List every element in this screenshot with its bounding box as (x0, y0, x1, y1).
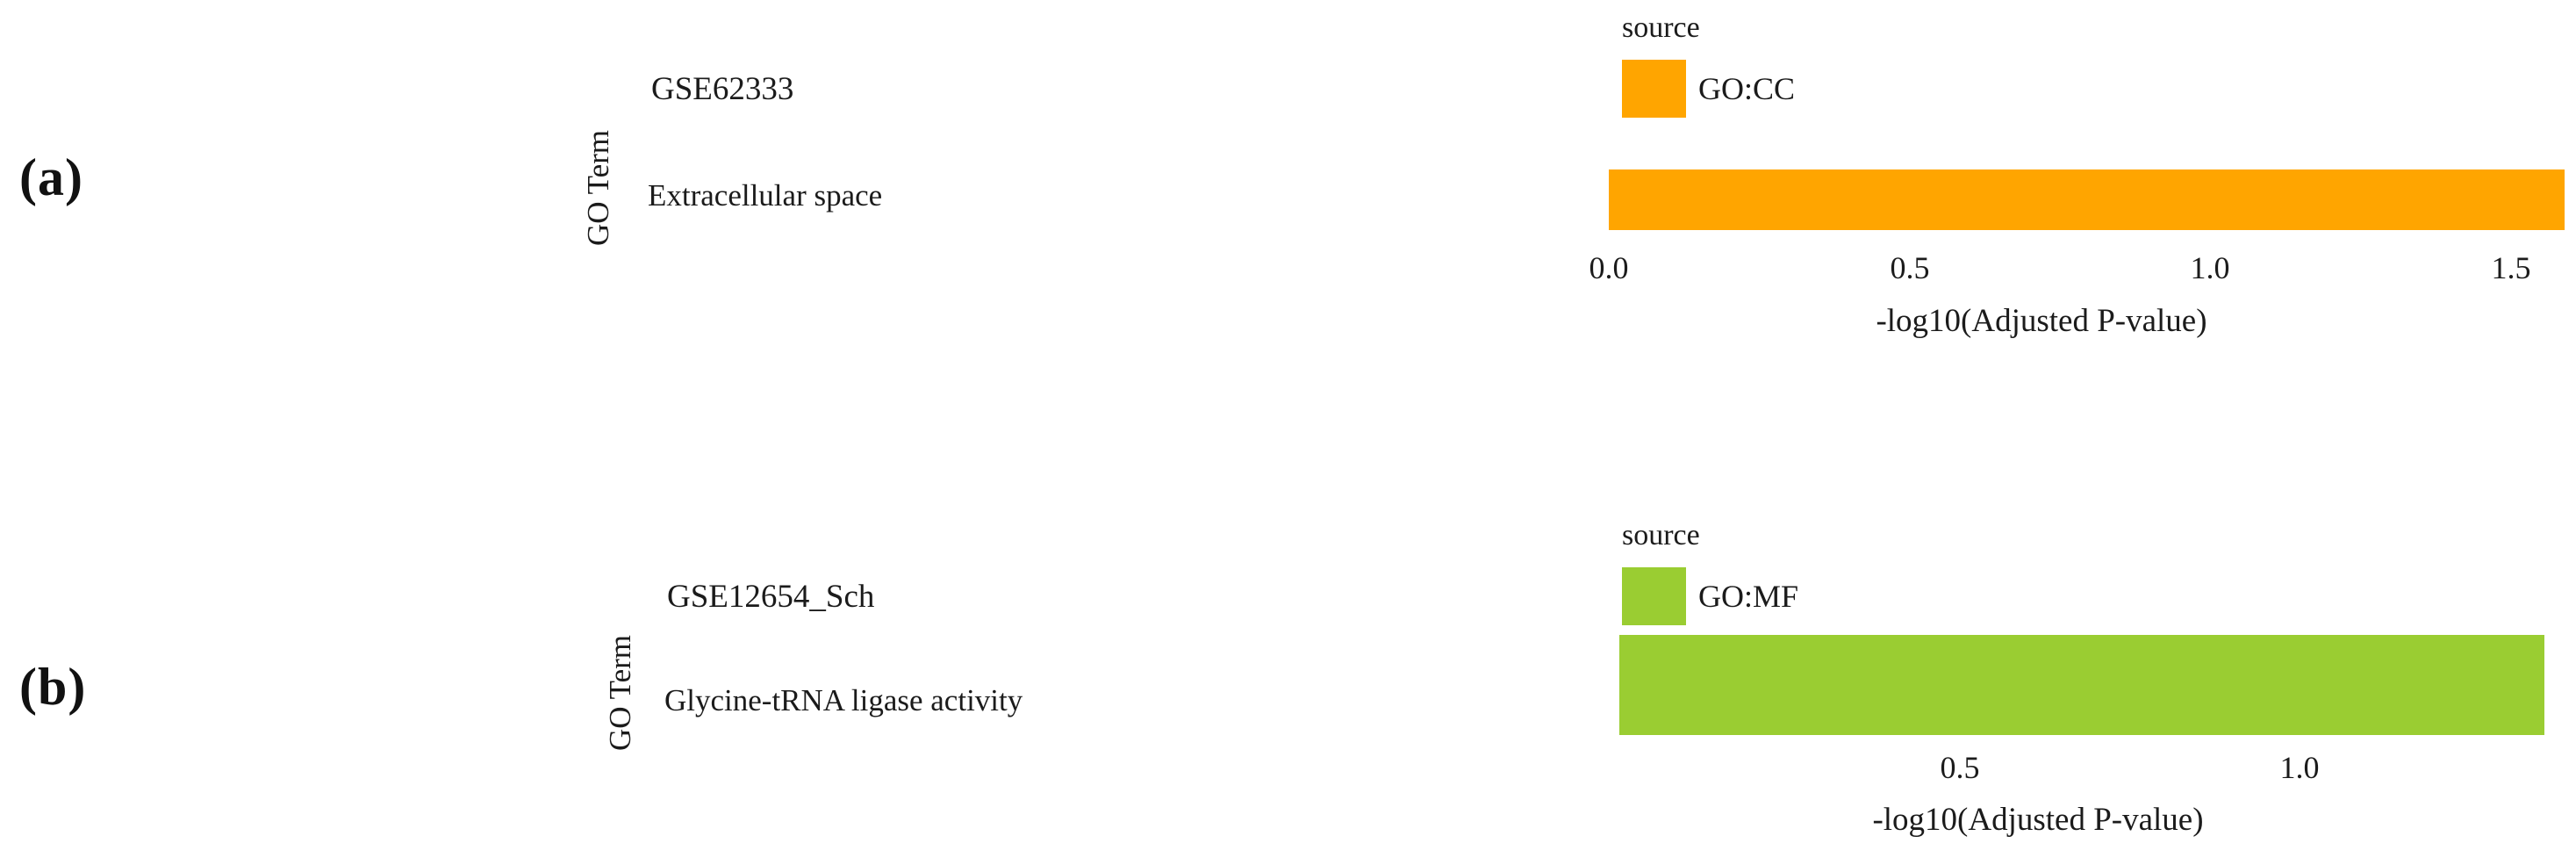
legend-entry: GO:MF (1622, 567, 2061, 625)
x-tick-label: 1.0 (2279, 750, 2320, 785)
legend: source GO:CC (1622, 11, 2061, 118)
legend-entry: GO:CC (1622, 60, 2061, 118)
y-axis-label: GO Term (603, 634, 637, 752)
x-tick-label: 0.0 (1589, 250, 1629, 285)
legend-label: GO:CC (1698, 71, 1796, 106)
x-axis-label: -log10(Adjusted P-value) (1876, 303, 2207, 339)
x-tick-label: 1.0 (2190, 250, 2230, 285)
legend-title: source (1622, 11, 1700, 44)
x-tick-label: 0.5 (1940, 750, 1980, 785)
legend-label: GO:MF (1698, 579, 1799, 614)
x-tick-label: 0.5 (1890, 250, 1930, 285)
legend-swatch-go-cc (1622, 60, 1686, 118)
bar-extracellular-space (1609, 169, 2565, 230)
category-label: Glycine-tRNA ligase activity (664, 683, 1023, 717)
chart-title: GSE62333 (651, 71, 794, 107)
x-tick-label: 1.5 (2491, 250, 2531, 285)
bar-glycine-trna-ligase-activity (1619, 635, 2544, 735)
x-axis-label: -log10(Adjusted P-value) (1872, 802, 2204, 838)
panel-label-a: (a) (19, 148, 83, 206)
legend-swatch-go-mf (1622, 567, 1686, 625)
panel-label-b: (b) (19, 658, 87, 716)
legend-title: source (1622, 519, 1700, 551)
category-label: Extracellular space (648, 178, 883, 213)
chart-title: GSE12654_Sch (667, 579, 875, 615)
legend: source GO:MF (1622, 518, 2061, 625)
